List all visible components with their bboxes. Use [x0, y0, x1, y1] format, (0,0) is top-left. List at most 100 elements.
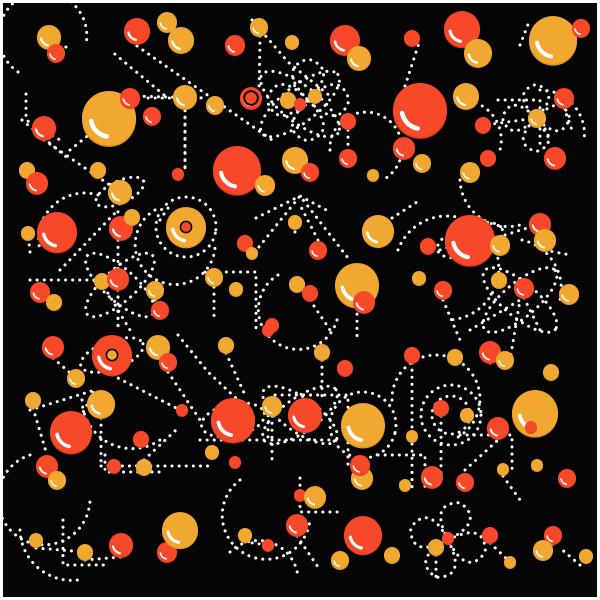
circle-body: [393, 137, 415, 159]
gloss-highlight: [395, 148, 404, 157]
dotted-connector: [68, 98, 134, 152]
planet-circle: [36, 455, 58, 478]
planet-circle: [413, 154, 431, 173]
planet-circle: [238, 528, 252, 543]
gloss-highlight: [415, 163, 423, 170]
planet-circle: [280, 92, 296, 109]
circle-body: [29, 533, 43, 547]
planet-circle: [48, 471, 66, 490]
circle-body: [255, 175, 275, 195]
planet-circle: [21, 226, 35, 241]
planet-circle: [218, 337, 234, 354]
circle-body: [136, 459, 152, 475]
circle-body: [94, 273, 110, 289]
circle-body: [554, 88, 574, 108]
gloss-highlight: [535, 550, 543, 558]
circle-body: [491, 272, 507, 288]
planet-circle: [288, 215, 302, 230]
planet-circle: [447, 349, 463, 366]
planet-circle: [146, 281, 164, 300]
dotted-connector: [463, 438, 500, 472]
dotted-star-petal: [291, 98, 325, 143]
planet-circle: [289, 276, 305, 293]
gloss-highlight: [153, 310, 161, 317]
gloss-highlight: [50, 480, 58, 487]
circle-body: [229, 456, 241, 468]
planet-circle: [157, 12, 177, 33]
dotted-connector: [503, 222, 542, 237]
planet-circle: [108, 180, 132, 205]
planet-circle: [529, 16, 577, 66]
gloss-highlight: [38, 466, 47, 475]
planet-circle: [173, 85, 197, 110]
planet-circle: [67, 369, 85, 388]
circle-body: [314, 344, 330, 360]
planet-circle: [460, 408, 474, 423]
dotted-connector: [488, 541, 512, 564]
planet-circle: [262, 539, 274, 552]
planet-circle: [406, 430, 418, 443]
gloss-highlight: [148, 290, 156, 297]
circle-body: [107, 268, 129, 290]
planet-circle: [26, 172, 48, 195]
planet-circle: [421, 466, 443, 489]
planet-circle: [460, 162, 480, 183]
gloss-highlight: [352, 465, 360, 473]
dotted-connector: [403, 38, 422, 88]
planet-circle: [229, 282, 243, 297]
planet-circle: [262, 324, 274, 337]
planet-circle: [314, 344, 330, 361]
planet-circle: [29, 533, 43, 548]
planet-circle: [77, 544, 93, 561]
planet-circle: [344, 516, 382, 556]
circle-body: [529, 16, 577, 64]
gloss-highlight: [149, 347, 158, 357]
planet-circle: [50, 411, 92, 455]
gloss-highlight: [127, 31, 137, 41]
dotted-elbow: [496, 98, 542, 152]
circle-body: [288, 215, 302, 229]
circle-body: [482, 527, 498, 543]
dotted-connector: [483, 116, 539, 127]
circle-body: [225, 35, 245, 55]
gloss-highlight: [481, 352, 490, 361]
planet-circle: [479, 341, 501, 364]
planet-circle: [42, 336, 64, 359]
gloss-highlight: [159, 22, 167, 30]
circle-body: [480, 150, 496, 166]
dotted-connector: [390, 198, 422, 220]
circle-body: [544, 147, 566, 169]
planet-circle: [302, 285, 318, 302]
gloss-highlight: [516, 288, 524, 296]
gloss-highlight: [40, 37, 49, 47]
circle-body: [32, 116, 56, 140]
dotted-arc: [220, 478, 312, 561]
gloss-highlight: [55, 432, 71, 449]
gloss-highlight: [171, 40, 181, 50]
gloss-highlight: [285, 160, 295, 170]
planet-circle: [229, 456, 241, 469]
gloss-highlight: [346, 425, 363, 442]
circle-body: [514, 278, 534, 298]
circle-body: [107, 459, 121, 473]
circle-body: [218, 337, 234, 353]
planet-circle: [337, 360, 353, 377]
dotted-connector: [308, 298, 332, 332]
dotted-orbit-ring: [419, 383, 483, 447]
gloss-highlight: [90, 404, 101, 415]
gloss-highlight: [399, 110, 420, 131]
circle-body: [109, 533, 133, 557]
planet-circle: [399, 479, 411, 492]
planet-circle: [46, 294, 62, 311]
circle-body: [262, 396, 282, 416]
planet-circle: [428, 539, 444, 556]
gloss-highlight: [306, 497, 315, 506]
gloss-highlight: [207, 277, 215, 284]
circle-body: [286, 514, 308, 536]
planet-circle: [309, 241, 327, 260]
circle-body: [579, 549, 593, 563]
planet-circle: [480, 150, 496, 167]
planet-circle: [166, 207, 206, 249]
